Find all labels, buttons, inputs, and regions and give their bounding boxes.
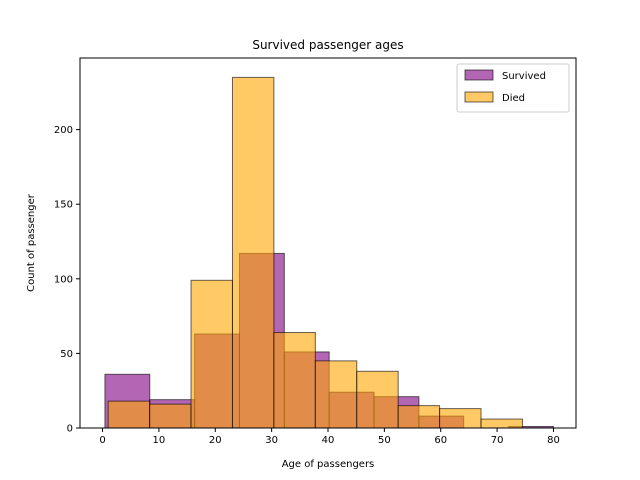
x-tick-label: 60 — [434, 435, 447, 446]
bar-died-4 — [273, 332, 316, 429]
x-tick-label: 50 — [378, 435, 391, 446]
x-tick-label: 10 — [153, 435, 166, 446]
bar-died-3 — [231, 76, 275, 429]
y-tick-label: 200 — [54, 125, 73, 136]
bar-died-9 — [480, 418, 523, 429]
bar-died-8 — [439, 408, 482, 429]
bar-died-5 — [314, 360, 358, 429]
bar-died-7 — [397, 405, 441, 429]
y-tick-label: 0 — [67, 424, 73, 435]
legend-label-survived: Survived — [502, 71, 546, 82]
x-tick-label: 80 — [547, 435, 560, 446]
x-axis-label: Age of passengers — [282, 459, 375, 470]
x-tick-label: 40 — [322, 435, 335, 446]
bar-died-2 — [190, 279, 233, 429]
y-tick-label: 50 — [60, 349, 73, 360]
bars-layer — [104, 76, 554, 429]
y-tick-label: 100 — [54, 274, 73, 285]
legend: Survived Died — [456, 63, 570, 113]
legend-swatch-died — [464, 91, 494, 103]
x-tick-label: 0 — [99, 435, 105, 446]
legend-swatch-survived — [464, 69, 494, 81]
x-tick-label: 30 — [265, 435, 278, 446]
x-axis-ticks: 0 10 20 30 40 50 60 70 80 — [99, 428, 560, 446]
y-axis-ticks: 0 50 100 150 200 — [54, 125, 80, 435]
bar-died-1 — [149, 403, 192, 429]
x-tick-label: 20 — [209, 435, 222, 446]
bar-died-0 — [107, 400, 151, 429]
y-tick-label: 150 — [54, 200, 73, 211]
y-axis-label: Count of passenger — [26, 193, 37, 292]
chart-title: Survived passenger ages — [252, 38, 403, 52]
legend-label-died: Died — [502, 93, 525, 104]
x-tick-label: 70 — [491, 435, 504, 446]
bar-died-6 — [356, 370, 399, 429]
